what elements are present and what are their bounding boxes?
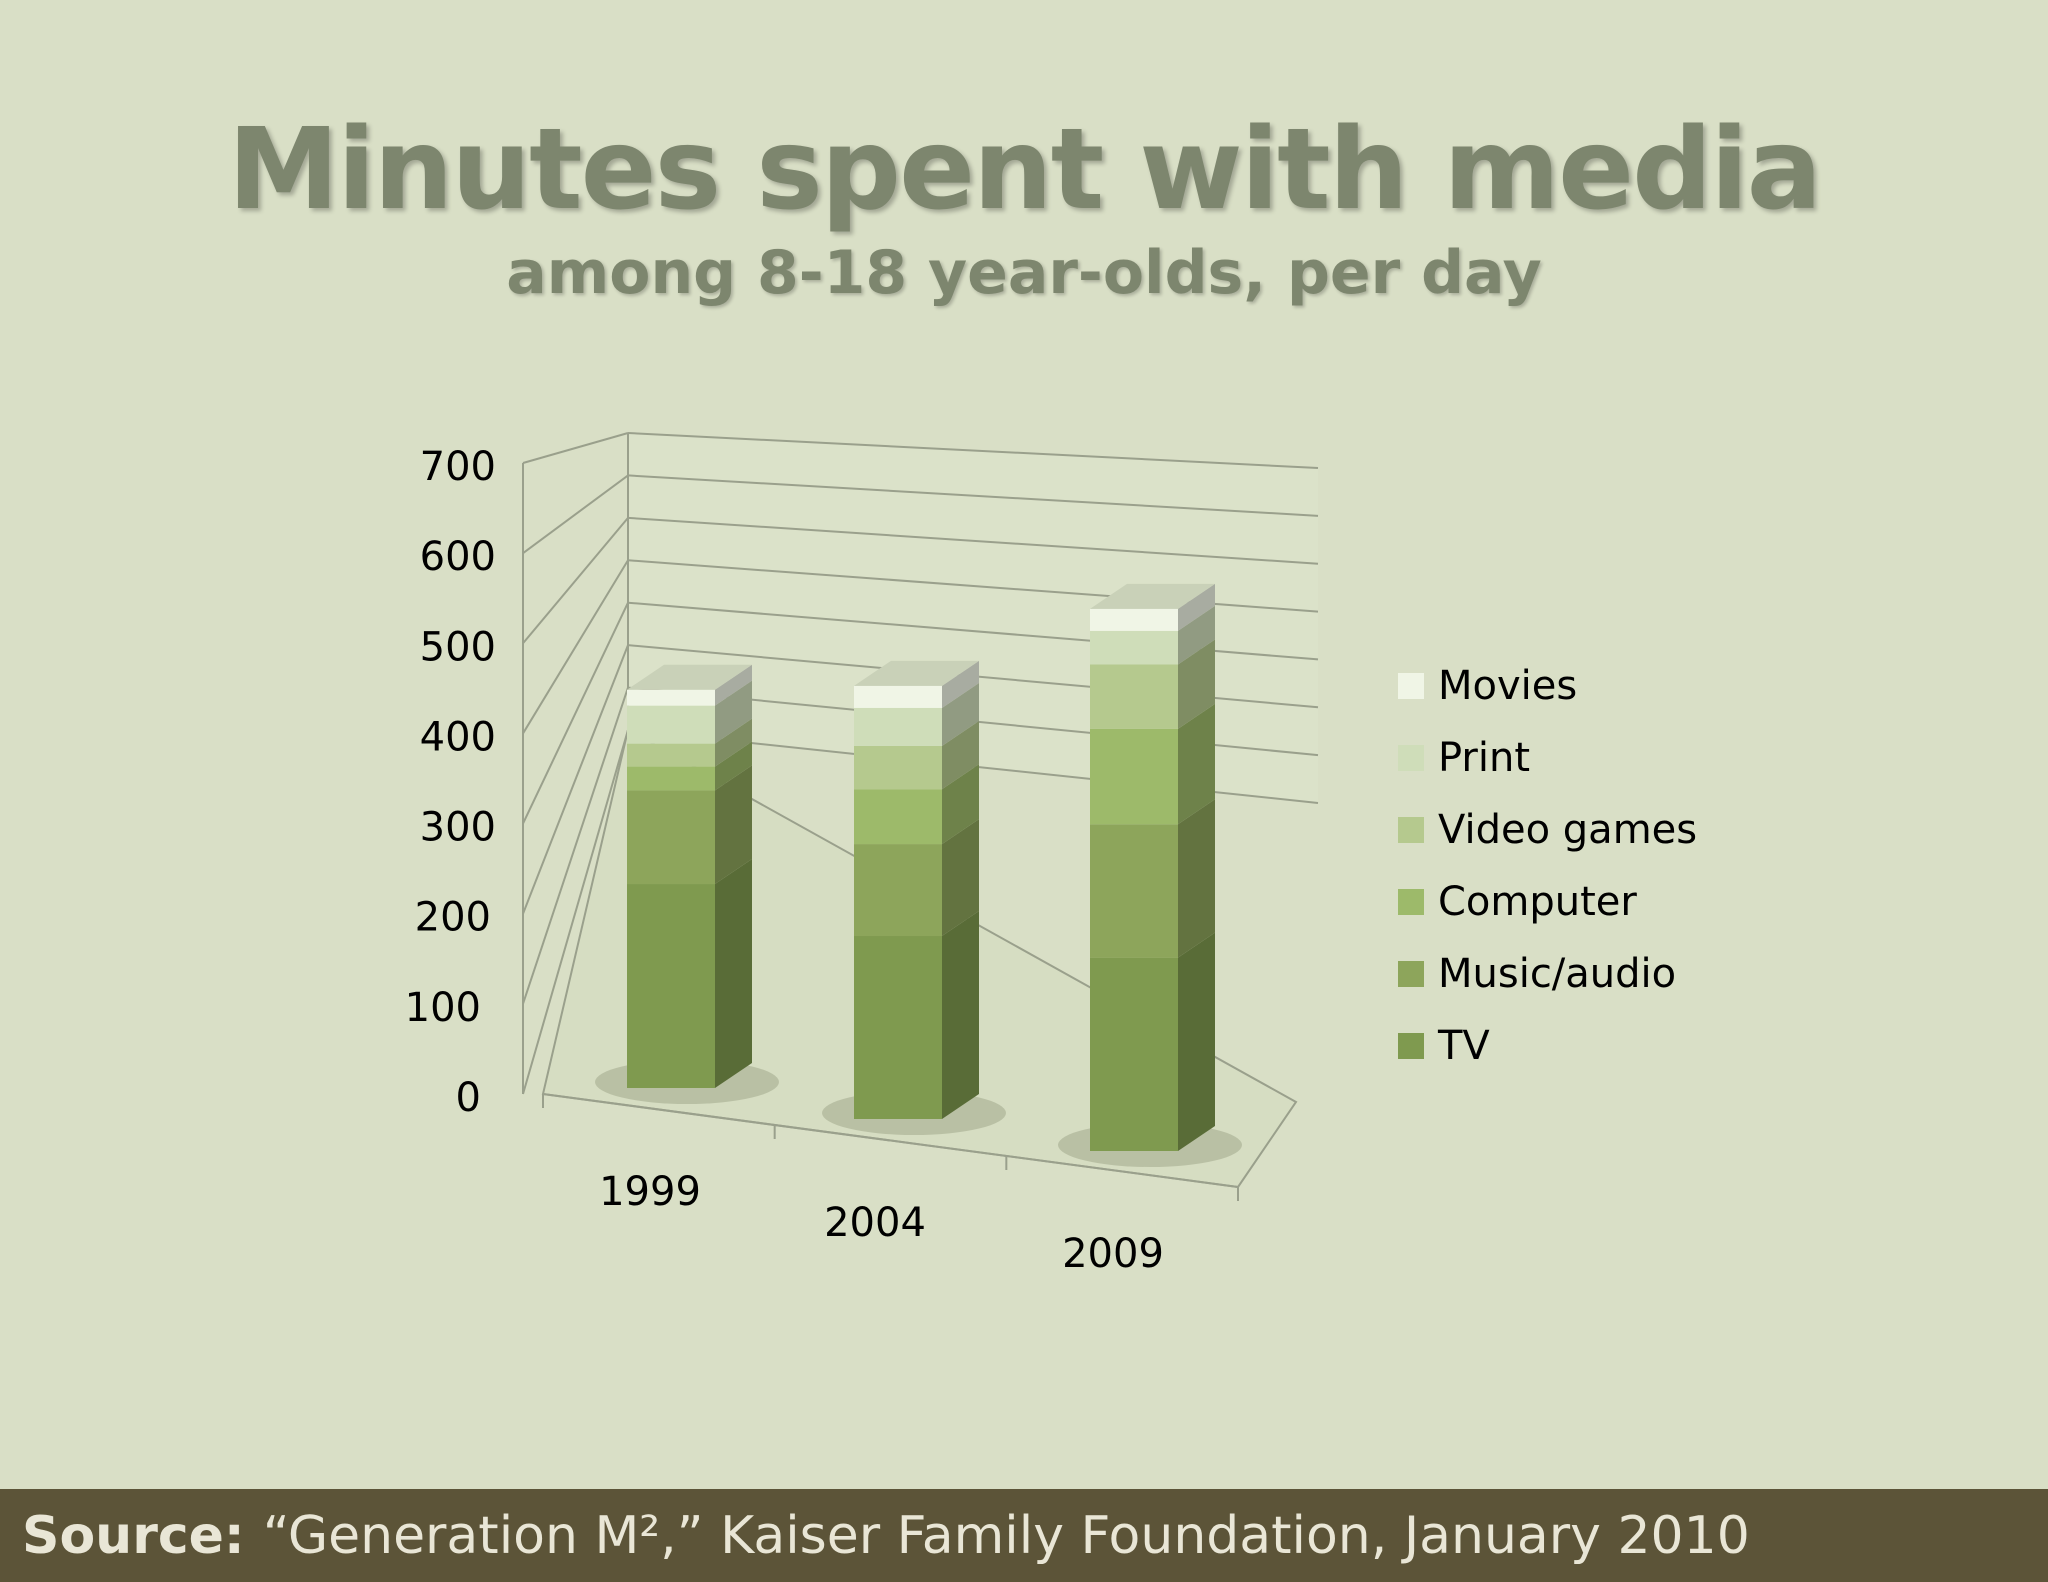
bar-top (627, 664, 752, 690)
bar-segment-side (715, 859, 752, 1088)
bar-segment (1090, 957, 1178, 1151)
y-tick-label: 400 (420, 714, 496, 760)
bar-segment (627, 790, 715, 885)
bar-segment (854, 685, 942, 708)
bar-segment (1090, 664, 1178, 729)
bar-segment-side (1178, 799, 1215, 958)
y-tick-label: 700 (420, 444, 496, 490)
bar-segment-side (715, 765, 752, 885)
legend-label: Computer (1438, 879, 1637, 925)
bar-segment (854, 789, 942, 845)
gridline-back (627, 474, 1319, 517)
gridline-side (522, 729, 629, 1095)
bar-segment (1090, 728, 1178, 825)
legend-label: Music/audio (1438, 951, 1677, 997)
legend-item: Video games (1398, 794, 1697, 866)
legend-swatch (1398, 673, 1424, 699)
bar-segment-side (715, 741, 752, 791)
x-tick-label: 2004 (824, 1200, 926, 1246)
bar-segment-side (715, 664, 752, 706)
bar-segment (627, 743, 715, 767)
bar-segment-side (942, 682, 979, 746)
chart-legend: Movies Print Video games Computer Music/audi… (1398, 650, 1697, 1082)
bar-segment-side (1178, 932, 1215, 1151)
chart-title: Minutes spent with media (227, 105, 1822, 235)
gridline-side (522, 602, 629, 825)
legend-swatch (1398, 961, 1424, 987)
legend-item: Print (1398, 722, 1697, 794)
bar-segment-side (1178, 703, 1215, 825)
bar-segment (854, 936, 942, 1119)
bar-segment-side (1178, 583, 1215, 631)
bar-segment-side (942, 764, 979, 845)
gridline-back (627, 432, 1319, 469)
source-label: Source: (22, 1505, 245, 1566)
bar-segment-side (942, 819, 979, 937)
y-tick-label: 0 (456, 1075, 481, 1121)
x-tick-label: 2009 (1062, 1231, 1164, 1277)
bar-segment (627, 884, 715, 1088)
source-footer: Source: “Generation M²,” Kaiser Family F… (0, 1489, 2048, 1582)
gridline-side (522, 644, 629, 915)
bar-top (854, 660, 979, 686)
bar-segment-side (942, 911, 979, 1119)
gridline-side (522, 559, 629, 734)
bar-segment-side (1178, 605, 1215, 665)
legend-label: Print (1438, 735, 1531, 781)
bar-segment (1090, 824, 1178, 958)
bar-segment (854, 707, 942, 746)
stacked-bar-chart: 0 100 200 300 400 500 600 700 1999 2004 2009 (405, 432, 1319, 1277)
x-tick-label: 1999 (599, 1169, 701, 1215)
legend-label: TV (1438, 1023, 1490, 1069)
chart-subtitle: among 8-18 year-olds, per day (506, 238, 1542, 308)
gridline-side (522, 474, 629, 554)
legend-swatch (1398, 817, 1424, 843)
gridline-side (522, 687, 629, 1005)
legend-label: Video games (1438, 807, 1698, 853)
bar-segment (627, 766, 715, 791)
bar-segment-side (715, 718, 752, 767)
gridline-side (522, 517, 629, 644)
bar-segment (627, 689, 715, 706)
y-tick-label: 200 (415, 895, 491, 941)
bar-segment (627, 705, 715, 744)
gridline-back (627, 516, 1319, 565)
legend-item: Movies (1398, 650, 1697, 722)
bar-segment (1090, 630, 1178, 665)
bar-segment-side (942, 660, 979, 708)
bar-segment-side (1178, 639, 1215, 729)
gridline-side (522, 432, 629, 464)
legend-item: Music/audio (1398, 938, 1697, 1010)
y-tick-label: 300 (420, 805, 496, 851)
bar-segment-side (942, 720, 979, 790)
legend-item: TV (1398, 1010, 1697, 1082)
y-tick-label: 100 (405, 985, 481, 1031)
legend-item: Computer (1398, 866, 1697, 938)
bar-segment (1090, 608, 1178, 631)
bar-top (1090, 583, 1215, 609)
bar-segment-side (715, 680, 752, 744)
legend-swatch (1398, 745, 1424, 771)
bar-segment (854, 745, 942, 790)
legend-swatch (1398, 1033, 1424, 1059)
legend-label: Movies (1438, 663, 1578, 709)
x-axis-line (542, 1093, 1239, 1188)
y-tick-label: 600 (420, 534, 496, 580)
bar-segment (854, 844, 942, 937)
source-text: “Generation M²,” Kaiser Family Foundatio… (262, 1505, 1750, 1566)
legend-swatch (1398, 889, 1424, 915)
y-tick-label: 500 (420, 624, 496, 670)
